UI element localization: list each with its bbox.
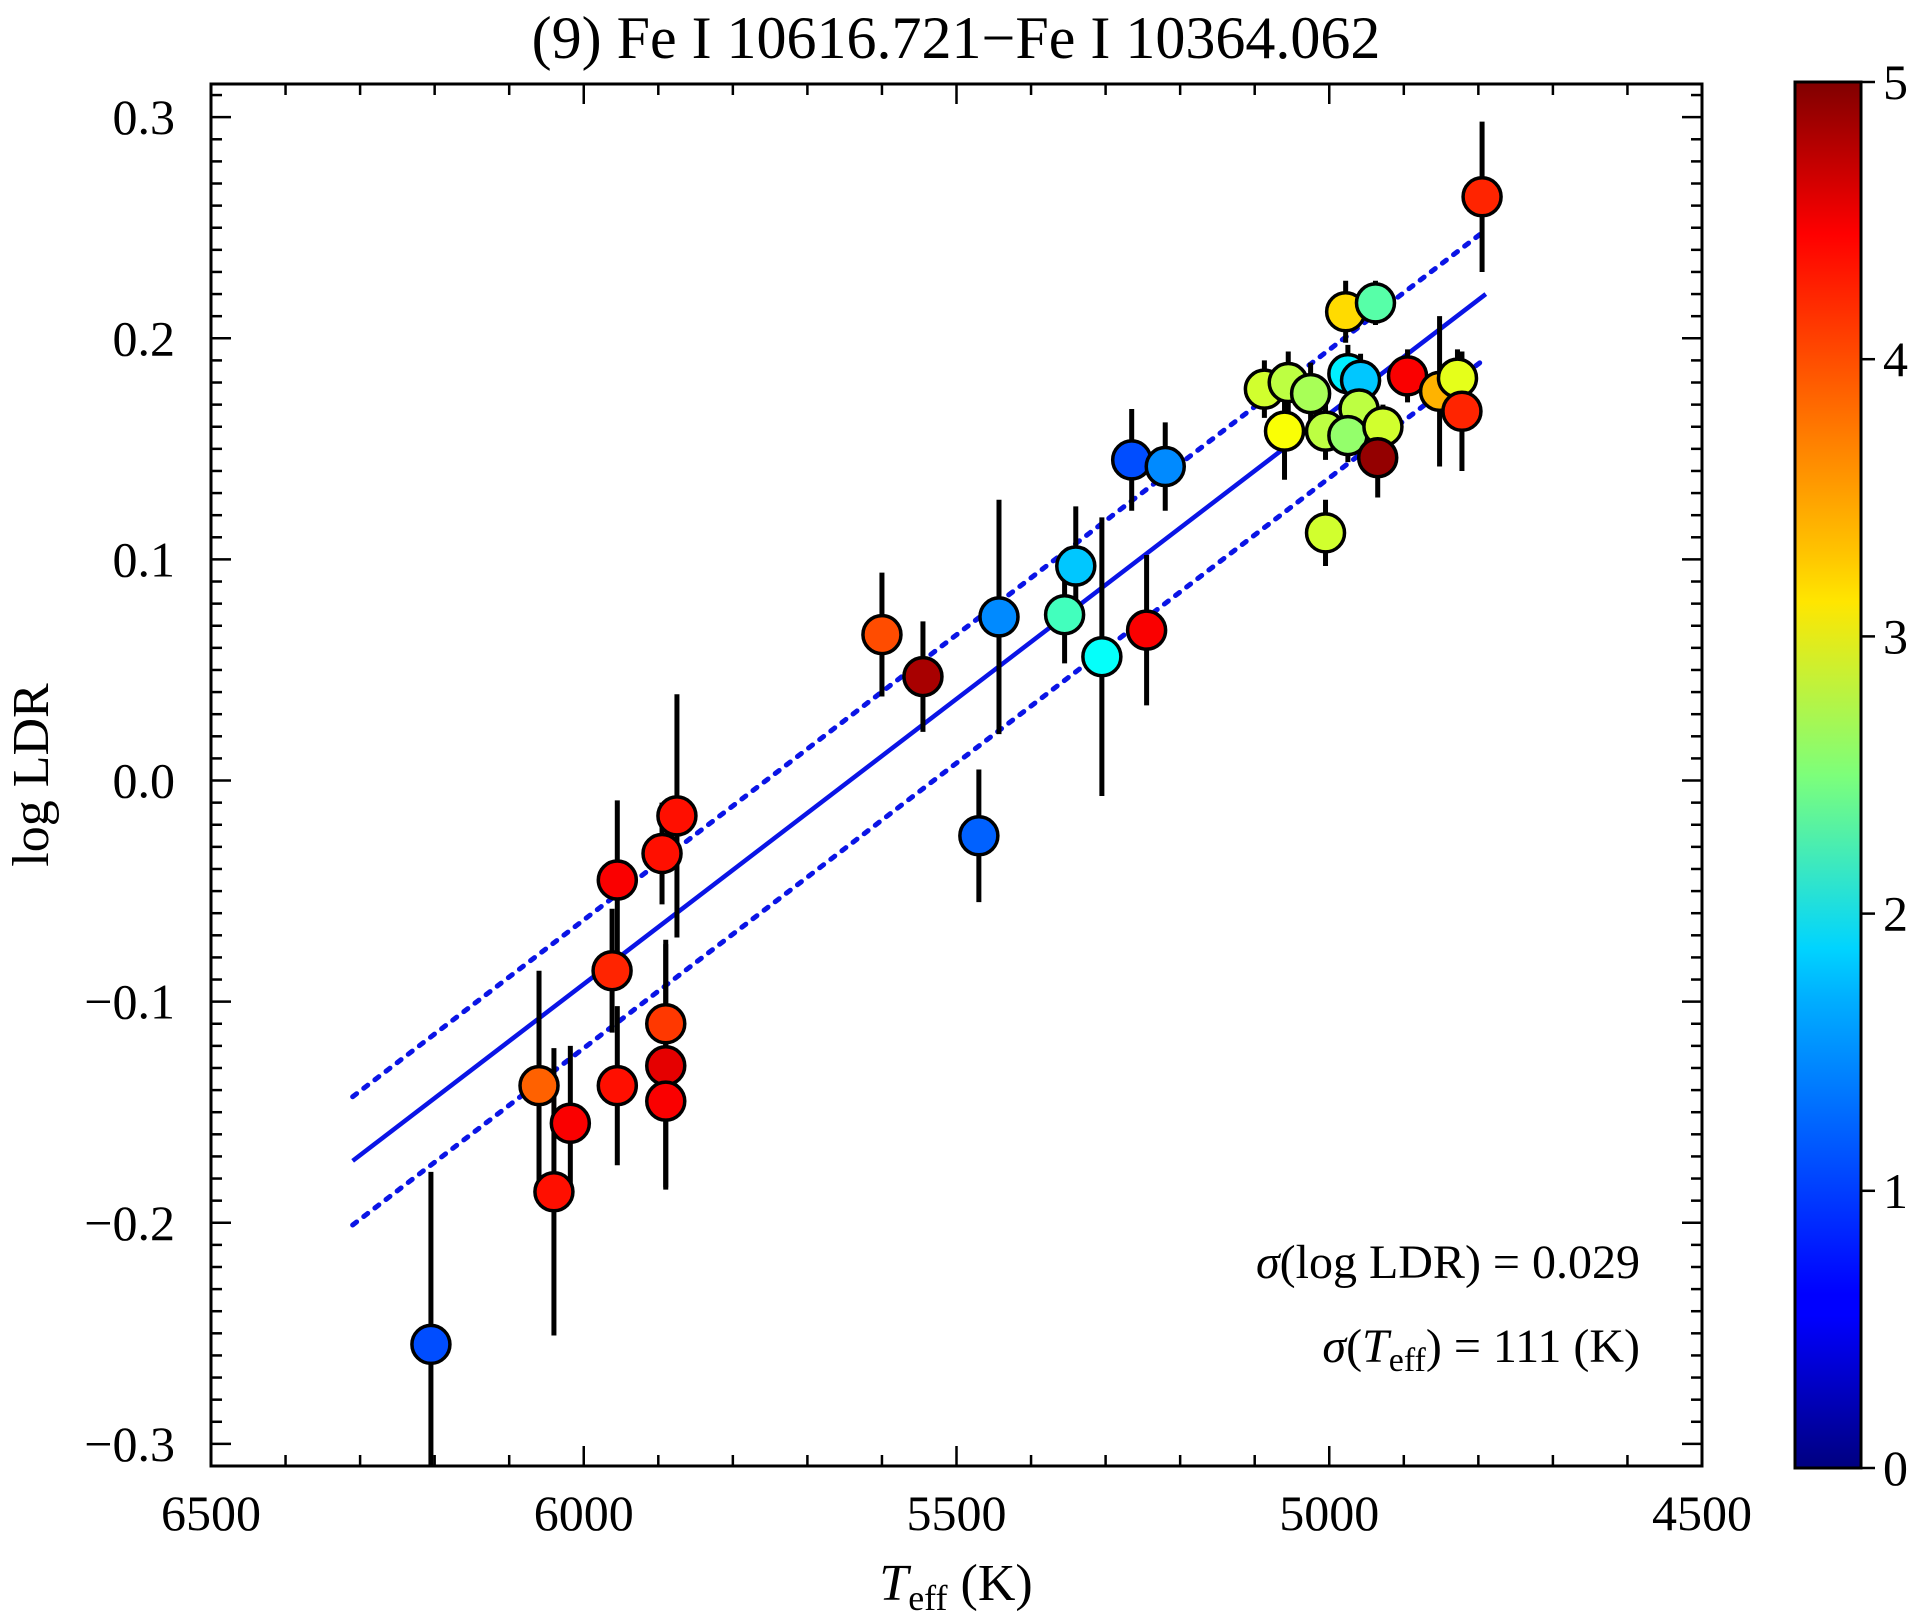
data-point xyxy=(645,1003,687,1045)
x-tick-label: 6000 xyxy=(534,1485,634,1541)
data-point xyxy=(1043,593,1086,636)
data-point xyxy=(596,1064,639,1107)
colorbar-ticks: 0 1 2 3 4 5 xyxy=(1861,54,1908,1496)
colorbar-tick-label: 5 xyxy=(1883,54,1908,110)
data-point xyxy=(641,832,683,875)
sigma-teff-t: T xyxy=(1362,1320,1392,1373)
colorbar-tick-label: 1 xyxy=(1883,1163,1908,1219)
data-point xyxy=(1081,635,1123,678)
x-axis-label-subscript: eff xyxy=(908,1578,947,1618)
sigma-ldr-annotation: σ(log LDR) = 0.029 xyxy=(1256,1236,1640,1289)
data-point xyxy=(958,815,1000,857)
colorbar xyxy=(1793,80,1863,1470)
data-point xyxy=(902,655,944,698)
colorbar-tick-label: 4 xyxy=(1883,331,1908,387)
data-point xyxy=(645,1080,687,1122)
x-axis-label-symbol: T xyxy=(879,1555,911,1612)
y-tick-label: 0.2 xyxy=(113,310,176,366)
data-point xyxy=(1055,545,1097,587)
x-axis-label: Teff (K) xyxy=(879,1555,1032,1618)
data-point xyxy=(1125,609,1168,651)
data-point xyxy=(1304,512,1347,554)
x-tick-label: 5000 xyxy=(1279,1485,1379,1541)
data-point xyxy=(1356,436,1399,479)
colorbar-tick-label: 0 xyxy=(1883,1440,1908,1496)
data-point xyxy=(596,859,639,901)
data-point xyxy=(1144,445,1186,488)
y-axis-label: log LDR xyxy=(3,683,60,867)
chart-title: (9) Fe I 10616.721−Fe I 10364.062 xyxy=(532,5,1381,71)
y-tick-label: 0.1 xyxy=(113,531,176,587)
data-point xyxy=(645,1045,687,1087)
y-tick-label: 0.0 xyxy=(113,753,176,809)
data-point xyxy=(861,613,903,656)
data-point xyxy=(591,949,633,992)
data-point xyxy=(656,795,698,837)
y-tick-label: −0.1 xyxy=(84,974,175,1030)
data-point xyxy=(1441,390,1483,433)
data-point xyxy=(1110,439,1153,481)
colorbar-tick-label: 3 xyxy=(1883,608,1908,664)
error-bars xyxy=(428,121,1485,1466)
sigma-ldr-text: (log LDR) = 0.029 xyxy=(1280,1236,1640,1289)
y-tick-label: 0.3 xyxy=(113,89,176,145)
data-point xyxy=(1461,176,1503,218)
x-axis-label-unit: (K) xyxy=(948,1555,1033,1612)
data-point xyxy=(978,596,1020,638)
sigma-teff-annotation: σ(Teff) = 111 (K) xyxy=(1322,1320,1640,1379)
sigma-teff-open: ( xyxy=(1346,1320,1362,1373)
y-tick-label: −0.2 xyxy=(84,1195,175,1251)
colorbar-tick-label: 2 xyxy=(1883,886,1908,942)
data-point xyxy=(549,1102,592,1145)
data-point xyxy=(533,1171,575,1213)
data-point xyxy=(410,1323,452,1366)
data-point xyxy=(1354,282,1397,324)
axis-ticks: 6500 6000 5500 5000 4500 −0.3 −0.2 −0.1 0.0 0.1 0.… xyxy=(84,84,1752,1541)
sigma-ldr-symbol: σ xyxy=(1256,1236,1282,1289)
x-tick-label: 4500 xyxy=(1652,1485,1752,1541)
x-tick-label: 5500 xyxy=(907,1485,1007,1541)
data-point xyxy=(1289,372,1332,415)
x-tick-label: 6500 xyxy=(161,1485,261,1541)
sigma-teff-rest: ) = 111 (K) xyxy=(1426,1320,1640,1373)
data-points xyxy=(410,176,1503,1366)
data-point xyxy=(518,1064,560,1107)
y-tick-label: −0.3 xyxy=(84,1416,175,1472)
sigma-teff-subscript: eff xyxy=(1389,1342,1427,1379)
sigma-teff-symbol: σ xyxy=(1322,1320,1348,1373)
data-point xyxy=(1263,410,1306,452)
